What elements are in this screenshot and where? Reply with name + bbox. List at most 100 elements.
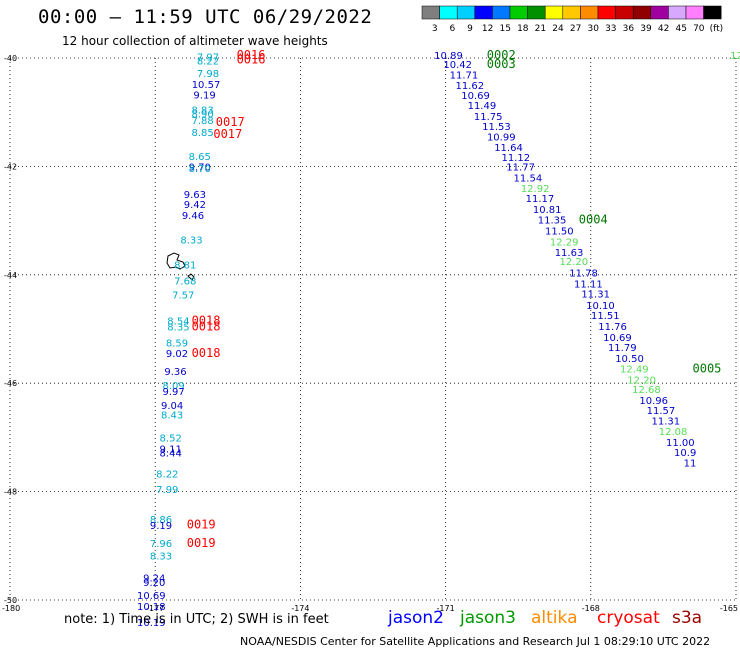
colorbar-swatch (527, 5, 546, 20)
wave-height-label: 8.33 (180, 235, 202, 246)
colorbar-label: 15 (499, 24, 510, 34)
colorbar-swatch (421, 5, 440, 20)
wave-height-label: 8.54 (167, 317, 189, 328)
wave-height-label: 11.35 (538, 215, 567, 226)
wave-height-label: 12.08 (659, 427, 688, 438)
pass-time-label: 0016 (237, 52, 266, 66)
wave-height-label: 7.97 (197, 53, 219, 64)
x-tick-label: -165 (720, 604, 738, 613)
pass-time-label: 0016 (237, 48, 266, 62)
pass-time-label: 0017 (216, 115, 245, 129)
wave-height-label: 10.69 (137, 591, 166, 602)
wave-height-label: 9.04 (161, 401, 183, 412)
wave-height-label: 11.77 (506, 163, 535, 174)
y-tick-label: -40 (4, 54, 17, 63)
wave-height-label: 7.57 (172, 291, 194, 302)
wave-height-label: 7.99 (156, 485, 178, 496)
colorbar-label: 39 (640, 24, 652, 34)
wave-height-label: 8.83 (191, 105, 213, 116)
wave-height-label: 10.69 (461, 91, 490, 102)
colorbar-label: 45 (675, 24, 686, 34)
wave-height-label: 8.86 (150, 515, 172, 526)
wave-height-label: 10.42 (443, 60, 472, 71)
wave-height-label: 7.68 (174, 277, 196, 288)
wave-height-label: 7.98 (197, 69, 219, 80)
islet-outline (187, 273, 195, 281)
colorbar-swatch (509, 5, 528, 20)
wave-height-label: 11.64 (494, 143, 523, 154)
colorbar-label: (ft) (710, 24, 724, 34)
wave-height-label: 8.22 (197, 57, 219, 68)
wave-height-label: 12.20 (627, 376, 656, 387)
wave-height-label: 10.96 (639, 396, 668, 407)
colorbar-label: 18 (517, 24, 529, 34)
colorbar-swatch (668, 5, 687, 20)
page-title: 00:00 — 11:59 UTC 06/29/2022 (38, 6, 373, 28)
wave-height-label: 11.11 (574, 279, 603, 290)
wave-height-label: 9.19 (150, 521, 172, 532)
colorbar-swatch (439, 5, 458, 20)
colorbar-swatch (474, 5, 493, 20)
wave-height-label: 8.52 (160, 434, 182, 445)
pass-time-label: 0004 (579, 212, 608, 226)
wave-height-label: 11.50 (545, 227, 574, 238)
wave-height-label: 10.57 (192, 80, 221, 91)
colorbar-label: 3 (432, 24, 438, 34)
wave-height-label: 8.85 (191, 128, 213, 139)
pass-time-label: 0019 (187, 517, 216, 531)
colorbar-swatch (456, 5, 476, 20)
pass-time-label: 0019 (187, 536, 216, 550)
wave-height-label: 8.09 (162, 381, 184, 392)
wave-height-label: 11.31 (651, 416, 680, 427)
pass-time-label: 0005 (693, 361, 722, 375)
wave-height-label: 11.75 (474, 112, 503, 123)
wave-height-label: 12.68 (632, 385, 661, 396)
wave-height-label: 11.62 (455, 81, 484, 92)
wave-height-label: 9.11 (160, 445, 182, 456)
wave-height-label: 11.31 (581, 290, 610, 301)
wave-height-label: 10.18 (137, 602, 166, 613)
wave-height-label: 11.49 (468, 101, 497, 112)
colorbar-swatch (580, 5, 599, 20)
pass-time-label: 0018 (192, 320, 221, 334)
footnote: note: 1) Time is in UTC; 2) SWH is in fe… (64, 612, 329, 627)
wave-height-label: 11.12 (501, 153, 530, 164)
x-tick-label: -174 (291, 604, 309, 613)
colorbar-swatch (562, 5, 581, 20)
wave-height-label: 7.96 (150, 539, 172, 550)
wave-height-label: 10.81 (533, 205, 562, 216)
wave-height-label: 9.36 (164, 367, 186, 378)
island-outline (166, 252, 186, 270)
colorbar-label: 42 (658, 24, 669, 34)
y-tick-label: -44 (4, 271, 17, 280)
x-tick-label: -177 (146, 604, 164, 613)
x-tick-label: -171 (437, 604, 455, 613)
credit-line: NOAA/NESDIS Center for Satellite Applica… (240, 635, 711, 648)
colorbar-swatch (632, 5, 652, 20)
wave-height-label: 9.63 (184, 190, 206, 201)
colorbar-label: 70 (693, 24, 705, 34)
pass-time-label: 0018 (192, 346, 221, 360)
wave-height-label: 10.50 (615, 354, 644, 365)
colorbar-label: 30 (587, 24, 599, 34)
colorbar-swatch (544, 5, 564, 20)
wave-height-label: 10.10 (586, 301, 615, 312)
wave-height-label: 8.33 (150, 551, 172, 562)
x-tick-label: -168 (582, 604, 600, 613)
wave-height-label: 9.19 (193, 91, 215, 102)
colorbar-swatch (492, 5, 511, 20)
x-tick-label: -180 (2, 604, 20, 613)
colorbar-label: 12 (482, 24, 493, 34)
wave-height-label: 11.17 (526, 194, 555, 205)
colorbar-swatch (703, 5, 722, 20)
colorbar-swatch (615, 5, 634, 20)
colorbar-label: 36 (623, 24, 635, 34)
colorbar-swatch (685, 5, 704, 20)
wave-height-label: 12.20 (560, 257, 589, 268)
wave-height-label: 11.63 (555, 248, 584, 259)
colorbar-label: 6 (450, 24, 456, 34)
colorbar-swatch (650, 5, 669, 20)
wave-height-label: 10.89 (434, 51, 463, 62)
y-tick-label: -46 (4, 379, 17, 388)
colorbar-label: 33 (605, 24, 616, 34)
